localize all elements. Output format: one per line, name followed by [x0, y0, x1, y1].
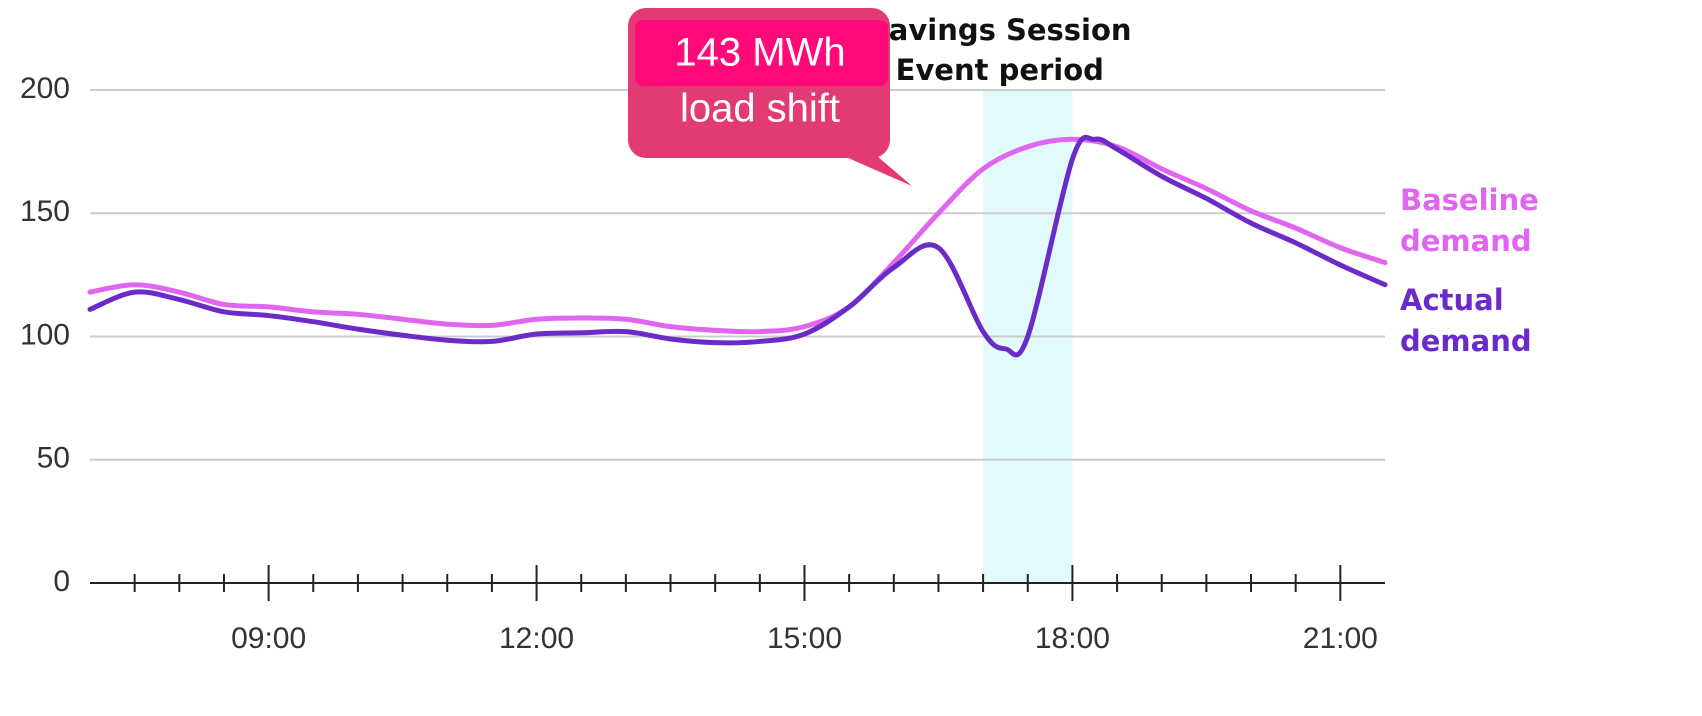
- legend-label: Actual demand: [1400, 283, 1532, 358]
- x-tick-label: 12:00: [499, 622, 574, 655]
- callout-text: load shift: [680, 87, 840, 131]
- event-label: Event period: [896, 53, 1104, 87]
- legend-label: Baseline demand: [1400, 183, 1539, 258]
- x-tick-label: 21:00: [1303, 622, 1378, 655]
- x-tick-label: 09:00: [231, 622, 306, 655]
- callout-tail: [830, 150, 912, 186]
- y-tick-label: 200: [20, 72, 70, 105]
- x-tick-label: 15:00: [767, 622, 842, 655]
- series-line: [87, 136, 1388, 335]
- x-tick-label: 18:00: [1035, 622, 1110, 655]
- y-tick-label: 0: [53, 565, 70, 598]
- series-line: [87, 134, 1388, 358]
- callout-accent: [635, 20, 888, 86]
- y-tick-label: 100: [20, 318, 70, 351]
- y-tick-label: 150: [20, 195, 70, 228]
- y-tick-label: 50: [37, 442, 70, 475]
- event-label: Savings Session: [868, 13, 1132, 47]
- callout-text: 143 MWh: [674, 31, 845, 75]
